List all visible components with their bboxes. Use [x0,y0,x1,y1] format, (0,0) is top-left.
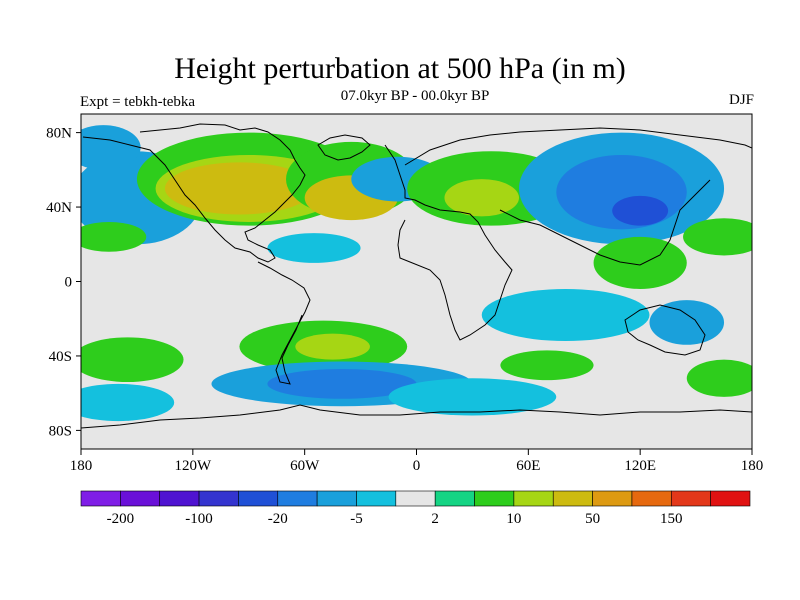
colorbar-swatch [120,490,161,507]
colorbar-swatch [316,490,357,507]
field-contour-patch [683,218,752,256]
field-contour-patch [81,125,141,170]
colorbar-swatch [552,490,593,507]
field-contour-patch [593,236,687,289]
colorbar-swatch [395,490,436,507]
colorbar-swatch [513,490,554,507]
coast-south-america [257,261,311,385]
colorbar-swatch [198,490,239,507]
lon-tick-label: 120E [624,458,656,474]
season-label: DJF [728,92,754,108]
field-contour-patch [612,195,669,226]
coast-north-america [82,123,306,263]
colorbar-swatch [434,490,475,507]
coastlines [81,123,752,429]
colorbar: -200 -100 -20 -5 2 10 50 150 [80,490,751,527]
lon-tick-label: 60E [516,458,540,474]
field-contour-patch [500,350,594,381]
lon-tick-label: 0 [413,458,421,474]
lat-tick-label: 40S [49,349,72,365]
colorbar-swatch [80,490,121,507]
figure-subtitle: 07.0kyr BP - 00.0kyr BP [340,88,490,104]
lat-tick-label: 40N [46,200,72,216]
lon-tick-label: 60W [290,458,320,474]
field-contour-patch [267,368,417,399]
colorbar-label: -100 [185,511,213,527]
coast-australia [624,304,706,356]
field-contour-patch [295,333,370,360]
lat-tick-label: 0 [65,275,73,291]
colorbar-swatch [670,490,711,507]
field-contour-patch [388,378,557,416]
colorbar-swatch [710,490,751,507]
field-contour-patch [481,288,650,342]
colorbar-swatch [592,490,633,507]
experiment-label: Expt = tebkh-tebka [80,94,196,110]
colorbar-label: -200 [107,511,135,527]
coast-europe-africa [384,144,513,341]
field-contour-patch [81,383,175,422]
colorbar-label: -20 [268,511,288,527]
field-contour-patch [81,221,147,252]
field-contour-patch [81,337,184,382]
lon-tick-label: 180 [70,458,93,474]
lon-tick-label: 120W [174,458,212,474]
colorbar-swatch [238,490,279,507]
colorbar-label: -5 [350,511,363,527]
colorbar-swatch [474,490,515,507]
field-contour-patch [267,233,361,263]
lat-tick-label: 80S [49,423,72,439]
field-contour-patch [649,300,725,345]
field-contour-patch [164,162,314,215]
colorbar-label: 150 [660,511,683,527]
colorbar-swatch [159,490,200,507]
colorbar-swatch [356,490,397,507]
colorbar-label: 50 [585,511,600,527]
field-contour-patch [444,179,520,217]
colorbar-label: 10 [506,511,521,527]
figure-title: Height perturbation at 500 hPa (in m) [174,52,626,85]
colorbar-label: 2 [431,511,439,527]
colorbar-swatch [277,490,318,507]
field-contour-patch [686,359,752,397]
colorbar-swatch [631,490,672,507]
coast-antarctica [81,404,752,429]
lon-tick-label: 180 [741,458,764,474]
lat-tick-label: 80N [46,126,72,142]
coast-eurasia [404,127,752,266]
map-axes: 180 120W 60W 0 60E 120E 180 80N 40N 0 40S 80S [46,126,763,474]
coast-greenland [317,134,371,161]
